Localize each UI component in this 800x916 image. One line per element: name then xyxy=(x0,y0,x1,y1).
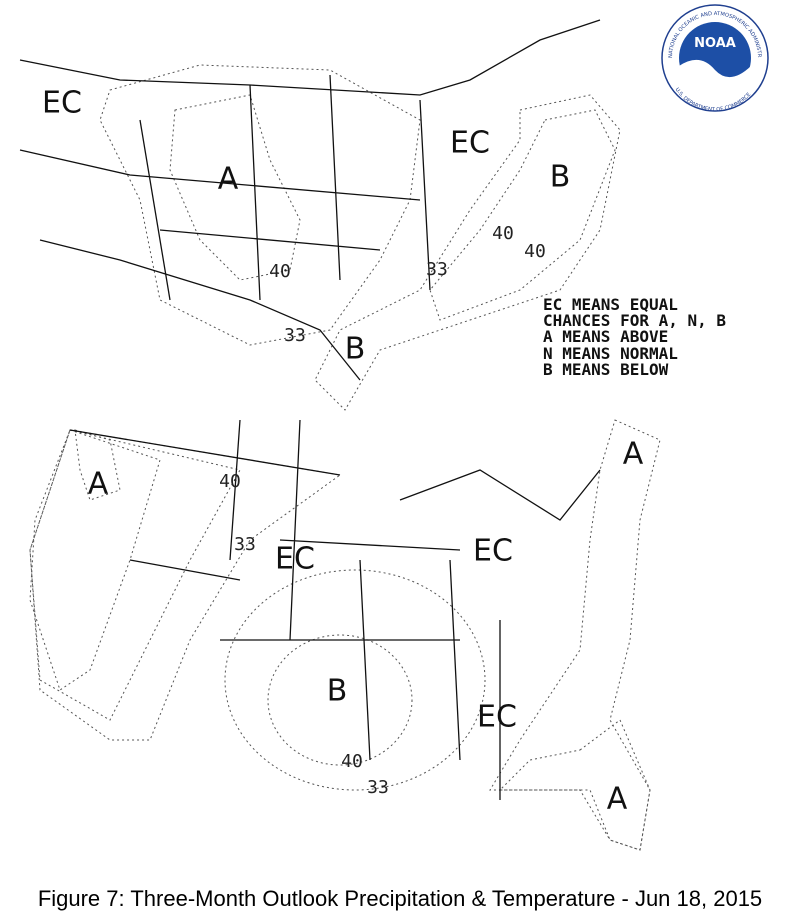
logo-ring-top: NATIONAL OCEANIC AND ATMOSPHERIC ADMINIS… xyxy=(0,0,762,58)
contour-label: 40 xyxy=(269,261,291,282)
caption: Figure 7: Three-Month Outlook Precipitat… xyxy=(38,886,762,911)
map-label: EC xyxy=(473,534,513,569)
map-label: EC xyxy=(477,700,517,735)
below-region xyxy=(224,569,486,791)
above-region-40 xyxy=(29,429,241,721)
map-label: A xyxy=(607,782,628,817)
above-region-east xyxy=(489,419,661,851)
map-label: A xyxy=(218,162,239,197)
logo-gull xyxy=(679,59,751,102)
legend-line: N MEANS NORMAL xyxy=(543,344,678,363)
contour-label: 33 xyxy=(234,534,256,555)
map-label: EC xyxy=(275,542,315,577)
contour-label: 33 xyxy=(426,259,448,280)
contour-label: 40 xyxy=(492,223,514,244)
below-region xyxy=(314,94,621,411)
contour-label: 40 xyxy=(524,241,546,262)
map-label: EC xyxy=(42,86,82,121)
precipitation-map: EC A 40 33 EC B 40 40 33 B EC MEANS EQUA… xyxy=(19,19,726,411)
legend-line: CHANCES FOR A, N, B xyxy=(543,311,726,330)
map-label: B xyxy=(327,674,348,709)
state-borders xyxy=(69,419,601,800)
logo-ring-text: NATIONAL OCEANIC AND ATMOSPHERIC ADMINIS… xyxy=(0,0,762,58)
above-region-60 xyxy=(74,429,121,501)
contour-label: 40 xyxy=(341,751,363,772)
contour-label: 33 xyxy=(367,777,389,798)
above-region xyxy=(29,429,342,741)
state-borders xyxy=(19,19,601,381)
legend-line: EC MEANS EQUAL xyxy=(543,295,678,314)
contour-label: 33 xyxy=(284,325,306,346)
above-region-40 xyxy=(169,94,301,281)
map-label: B xyxy=(345,332,366,367)
noaa-logo: NOAA NATIONAL OCEANIC AND ATMOSPHERIC AD… xyxy=(0,0,769,113)
below-region-40 xyxy=(267,634,413,766)
logo-name: NOAA xyxy=(694,36,736,51)
above-region-east-40 xyxy=(498,719,651,851)
map-label: B xyxy=(550,160,571,195)
temperature-map: A 40 33 EC EC B 40 33 EC A A xyxy=(29,419,661,851)
legend-line: A MEANS ABOVE xyxy=(543,327,668,346)
contour-label: 40 xyxy=(219,471,241,492)
map-label: A xyxy=(623,437,644,472)
map-label: A xyxy=(88,467,109,502)
below-region-40 xyxy=(429,109,616,321)
above-region xyxy=(99,64,421,346)
legend-line: B MEANS BELOW xyxy=(543,360,669,379)
legend: EC MEANS EQUAL CHANCES FOR A, N, B A MEA… xyxy=(543,295,726,379)
map-label: EC xyxy=(450,126,490,161)
